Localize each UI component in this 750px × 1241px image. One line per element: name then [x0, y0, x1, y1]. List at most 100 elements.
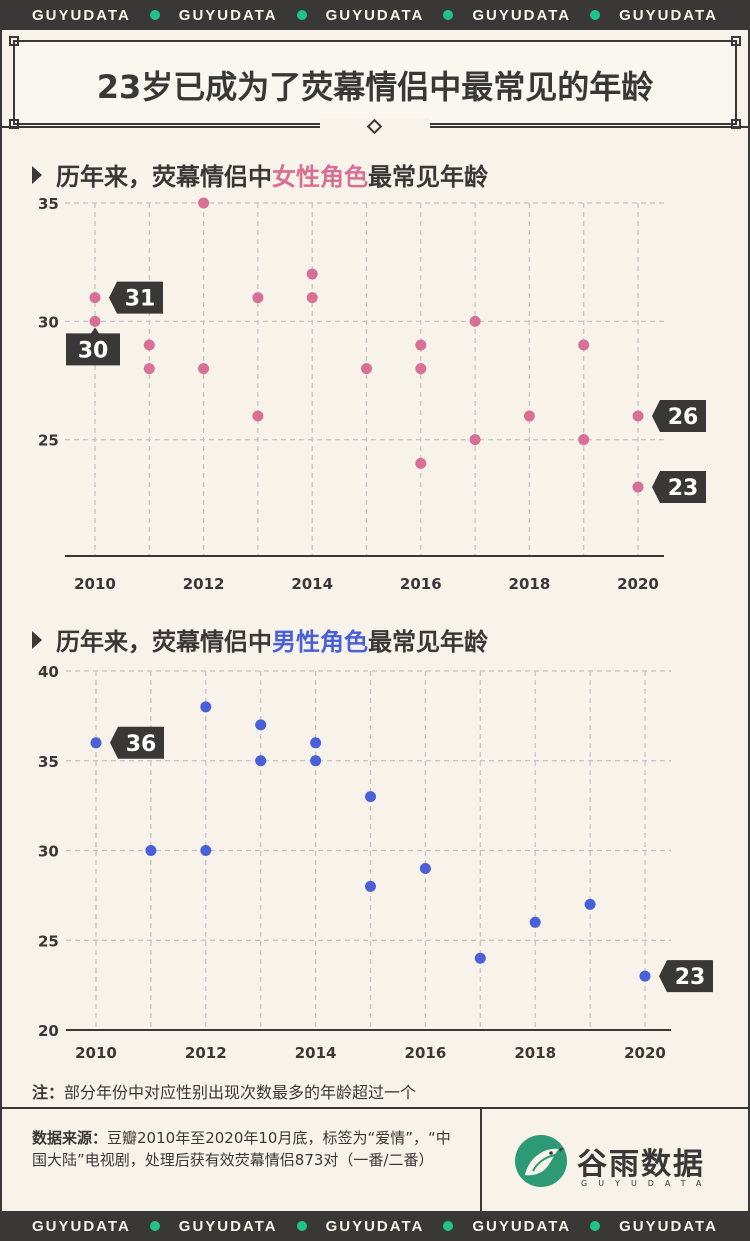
data-point — [639, 970, 651, 982]
triangle-bullet-icon — [32, 165, 42, 184]
triangle-bullet-icon — [32, 630, 42, 649]
x-tick-label: 2012 — [185, 1044, 227, 1062]
x-tick-label: 2016 — [405, 1044, 447, 1062]
corner-square-icon — [731, 36, 741, 46]
x-tick-label: 2014 — [295, 1044, 337, 1062]
brand-word: GUYUDATA — [178, 6, 278, 24]
callout-tag — [652, 471, 706, 503]
data-point — [365, 791, 376, 803]
data-point — [578, 434, 590, 446]
data-point — [365, 880, 376, 892]
data-point — [255, 755, 267, 767]
male-section-title: 历年来，荧幕情侣中 男性角色 最常见年龄 — [32, 622, 488, 657]
green-dot-icon — [149, 1221, 160, 1231]
data-point — [252, 292, 264, 304]
brand-logo-name: 谷雨数据 — [577, 1147, 705, 1182]
data-point — [310, 755, 322, 767]
data-point — [415, 457, 427, 469]
divider-ornament — [320, 118, 430, 136]
callout-tag — [66, 327, 120, 366]
data-point — [306, 268, 318, 280]
data-source-label: 数据来源： — [32, 1129, 108, 1147]
female-section-title: 历年来，荧幕情侣中 女性角色 最常见年龄 — [32, 157, 488, 192]
footnote: 注：部分年份中对应性别出现次数最多的年龄超过一个 — [32, 1079, 416, 1103]
data-point — [252, 410, 264, 422]
y-tick-label: 25 — [38, 932, 59, 950]
data-source: 数据来源：豆瓣2010年至2020年10月底，标签为“爱情”，“中国大陆”电视剧… — [32, 1127, 452, 1171]
data-point — [632, 410, 644, 422]
x-tick-label: 2018 — [514, 1044, 556, 1062]
section-title-highlight: 男性角色 — [272, 628, 368, 656]
value-callout: 36 — [110, 726, 164, 759]
data-point — [415, 339, 427, 351]
corner-square-icon — [9, 36, 19, 46]
value-callout: 30 — [66, 327, 120, 366]
bird-logo-icon — [515, 1135, 567, 1187]
data-point — [89, 315, 101, 327]
section-title-suffix: 最常见年龄 — [368, 163, 488, 191]
source-panel: 数据来源：豆瓣2010年至2020年10月底，标签为“爱情”，“中国大陆”电视剧… — [0, 1107, 750, 1213]
data-point — [523, 410, 535, 422]
diamond-icon — [366, 118, 383, 135]
frame-line-left — [0, 30, 2, 1211]
data-point — [469, 315, 481, 327]
data-point — [145, 845, 157, 856]
data-point — [90, 737, 102, 749]
data-point — [200, 845, 212, 856]
callout-label: 26 — [668, 405, 699, 430]
callout-label: 30 — [78, 338, 109, 363]
data-point — [143, 363, 155, 375]
corner-square-icon — [9, 119, 19, 129]
callout-tag — [659, 960, 713, 993]
brand-logo-subtitle: GUYUDATA — [581, 1179, 713, 1188]
data-point — [310, 737, 322, 749]
data-point — [415, 363, 427, 375]
callout-tag — [110, 726, 164, 759]
title-box: 23岁已成为了荧幕情侣中最常见的年龄 — [9, 36, 741, 129]
data-point — [529, 916, 541, 928]
brand-word: GUYUDATA — [472, 6, 572, 24]
y-tick-label: 30 — [38, 843, 59, 861]
data-point — [469, 434, 481, 446]
green-dot-icon — [443, 1221, 454, 1231]
y-tick-label: 30 — [38, 313, 59, 331]
y-tick-label: 40 — [38, 663, 59, 681]
green-dot-icon — [296, 1221, 307, 1231]
data-point — [143, 339, 155, 351]
x-tick-label: 2020 — [624, 1044, 666, 1062]
data-point — [255, 719, 267, 731]
section-title-highlight: 女性角色 — [272, 163, 368, 191]
section-title-prefix: 历年来，荧幕情侣中 — [56, 163, 272, 191]
data-point — [632, 481, 644, 493]
brand-logo: 谷雨数据 GUYUDATA — [515, 1135, 725, 1195]
data-source-text: 豆瓣2010年至2020年10月底，标签为“爱情”，“中国大陆”电视剧，处理后获… — [32, 1129, 451, 1169]
brand-band-bottom: GUYUDATA GUYUDATA GUYUDATA GUYUDATA GUYU… — [0, 1211, 750, 1241]
brand-band-top: GUYUDATA GUYUDATA GUYUDATA GUYUDATA GUYU… — [0, 0, 750, 30]
data-point — [584, 898, 596, 910]
x-tick-label: 2010 — [75, 1044, 117, 1062]
brand-word: GUYUDATA — [472, 1217, 572, 1235]
value-callout: 26 — [652, 400, 706, 432]
y-tick-label: 35 — [38, 753, 59, 771]
footnote-text: 部分年份中对应性别出现次数最多的年龄超过一个 — [64, 1083, 417, 1102]
brand-word: GUYUDATA — [325, 1217, 425, 1235]
green-dot-icon — [590, 1221, 601, 1231]
green-dot-icon — [296, 10, 307, 20]
poster-frame: 23岁已成为了荧幕情侣中最常见的年龄 历年来，荧幕情侣中 女性角色 最常见年龄 历年… — [0, 30, 750, 1211]
data-point — [578, 339, 590, 351]
page-title: 23岁已成为了荧幕情侣中最常见的年龄 — [96, 68, 654, 106]
female-age-chart: 25 30 35 2010 2012 2014 2016 2018 2020 31 30 26 23 — [38, 195, 706, 593]
brand-word: GUYUDATA — [178, 1217, 278, 1235]
section-title-suffix: 最常见年龄 — [368, 628, 488, 656]
x-tick-label: 2010 — [74, 575, 116, 593]
data-point — [198, 363, 210, 375]
brand-word: GUYUDATA — [619, 1217, 718, 1235]
male-age-chart: 20 25 30 35 40 2010 2012 2014 2016 2018 2020 36 23 — [38, 663, 713, 1062]
data-point — [89, 292, 101, 304]
value-callout: 23 — [652, 471, 706, 503]
y-tick-label: 20 — [38, 1022, 59, 1040]
value-callout: 23 — [659, 960, 713, 993]
callout-label: 23 — [675, 965, 706, 990]
x-tick-label: 2016 — [400, 575, 442, 593]
x-tick-label: 2012 — [183, 575, 225, 593]
